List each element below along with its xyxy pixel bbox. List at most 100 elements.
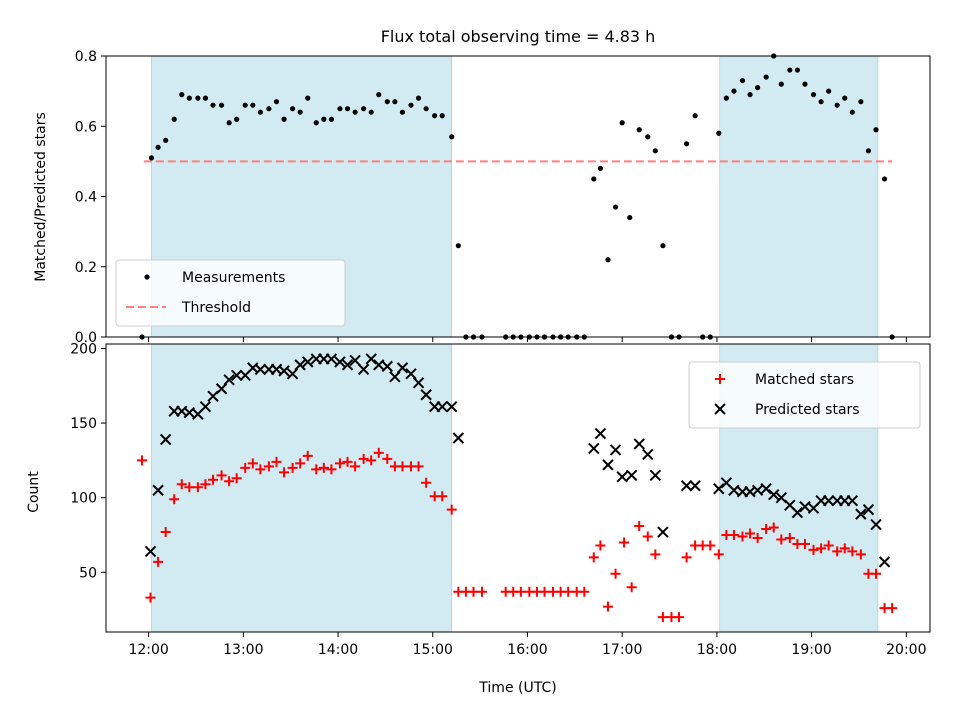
data-point — [413, 461, 424, 472]
data-point — [747, 92, 753, 98]
data-point — [660, 243, 666, 249]
data-point — [397, 461, 408, 472]
data-point — [761, 524, 772, 535]
data-point — [808, 544, 819, 555]
series-matched-stars — [136, 447, 898, 623]
legend-marker — [715, 374, 725, 384]
data-point — [784, 532, 795, 543]
data-point — [230, 369, 243, 382]
data-point — [791, 506, 804, 519]
data-point — [263, 461, 274, 472]
data-point — [169, 494, 180, 505]
data-point — [148, 155, 155, 161]
data-point — [145, 592, 156, 603]
data-point — [199, 400, 212, 413]
data-point — [311, 464, 322, 475]
data-point — [745, 528, 756, 539]
data-point — [595, 540, 606, 551]
data-point — [846, 494, 859, 507]
data-point — [358, 453, 369, 464]
data-point — [155, 144, 161, 150]
data-point — [768, 489, 780, 501]
data-point — [271, 456, 282, 467]
data-point — [681, 552, 692, 563]
legend-label: Threshold — [181, 300, 251, 316]
data-point — [392, 99, 398, 105]
data-point — [226, 120, 232, 126]
y-tick-label: 200 — [70, 341, 97, 357]
data-point — [739, 77, 746, 84]
data-point — [822, 494, 835, 507]
data-point — [858, 99, 864, 105]
data-point — [352, 109, 358, 115]
data-point — [254, 363, 267, 376]
data-point — [325, 353, 338, 365]
data-point — [787, 67, 793, 73]
data-point — [257, 109, 263, 115]
data-point — [842, 95, 848, 101]
data-point — [579, 586, 590, 597]
data-point — [634, 521, 645, 532]
data-point — [642, 531, 653, 542]
data-point — [633, 438, 645, 450]
data-point — [382, 453, 393, 464]
data-point — [619, 537, 630, 548]
data-point — [881, 176, 888, 182]
data-point — [361, 106, 367, 112]
data-point — [705, 540, 716, 551]
data-point — [171, 116, 177, 122]
data-point — [776, 534, 787, 545]
data-point — [588, 442, 600, 455]
data-point — [591, 176, 597, 182]
data-point — [610, 568, 621, 579]
data-point — [337, 106, 343, 112]
legend-label: Matched stars — [755, 372, 854, 388]
data-point — [878, 556, 891, 568]
data-point — [144, 545, 157, 558]
data-point — [179, 92, 185, 98]
series-measurements — [139, 53, 895, 340]
data-point — [279, 467, 290, 478]
data-point — [862, 503, 875, 516]
data-point — [153, 556, 164, 567]
data-point — [751, 484, 764, 496]
data-point — [625, 469, 638, 482]
data-point — [287, 462, 298, 473]
x-tick-label: 13:00 — [223, 642, 263, 658]
data-point — [689, 480, 701, 492]
data-point — [477, 586, 488, 597]
data-point — [832, 546, 843, 557]
data-point — [326, 464, 337, 475]
x-tick-label: 17:00 — [602, 642, 642, 658]
data-point — [626, 582, 637, 593]
x-tick-label: 16:00 — [507, 642, 547, 658]
data-point — [295, 458, 306, 469]
data-point — [415, 95, 422, 101]
legend-box — [115, 259, 346, 327]
data-point — [449, 134, 455, 140]
data-point — [839, 543, 850, 554]
data-point — [588, 552, 599, 563]
data-point — [873, 127, 879, 133]
data-point — [294, 359, 306, 371]
data-point — [760, 483, 772, 495]
data-point — [208, 474, 219, 485]
data-point — [183, 406, 196, 419]
legend-label: Predicted stars — [755, 402, 860, 418]
data-point — [342, 456, 353, 467]
data-point — [376, 92, 382, 98]
data-point — [373, 359, 385, 371]
data-point — [159, 433, 172, 446]
data-point — [768, 522, 779, 533]
data-point — [396, 362, 409, 374]
data-point — [210, 102, 216, 108]
data-point — [176, 479, 187, 490]
data-point — [266, 106, 272, 112]
x-axis-label: Time (UTC) — [478, 680, 556, 696]
y-tick-label: 0.8 — [75, 49, 97, 65]
data-point — [652, 148, 658, 154]
data-point — [728, 484, 740, 496]
data-point — [373, 447, 384, 458]
data-point — [650, 549, 661, 560]
y-tick-label: 150 — [70, 416, 97, 432]
